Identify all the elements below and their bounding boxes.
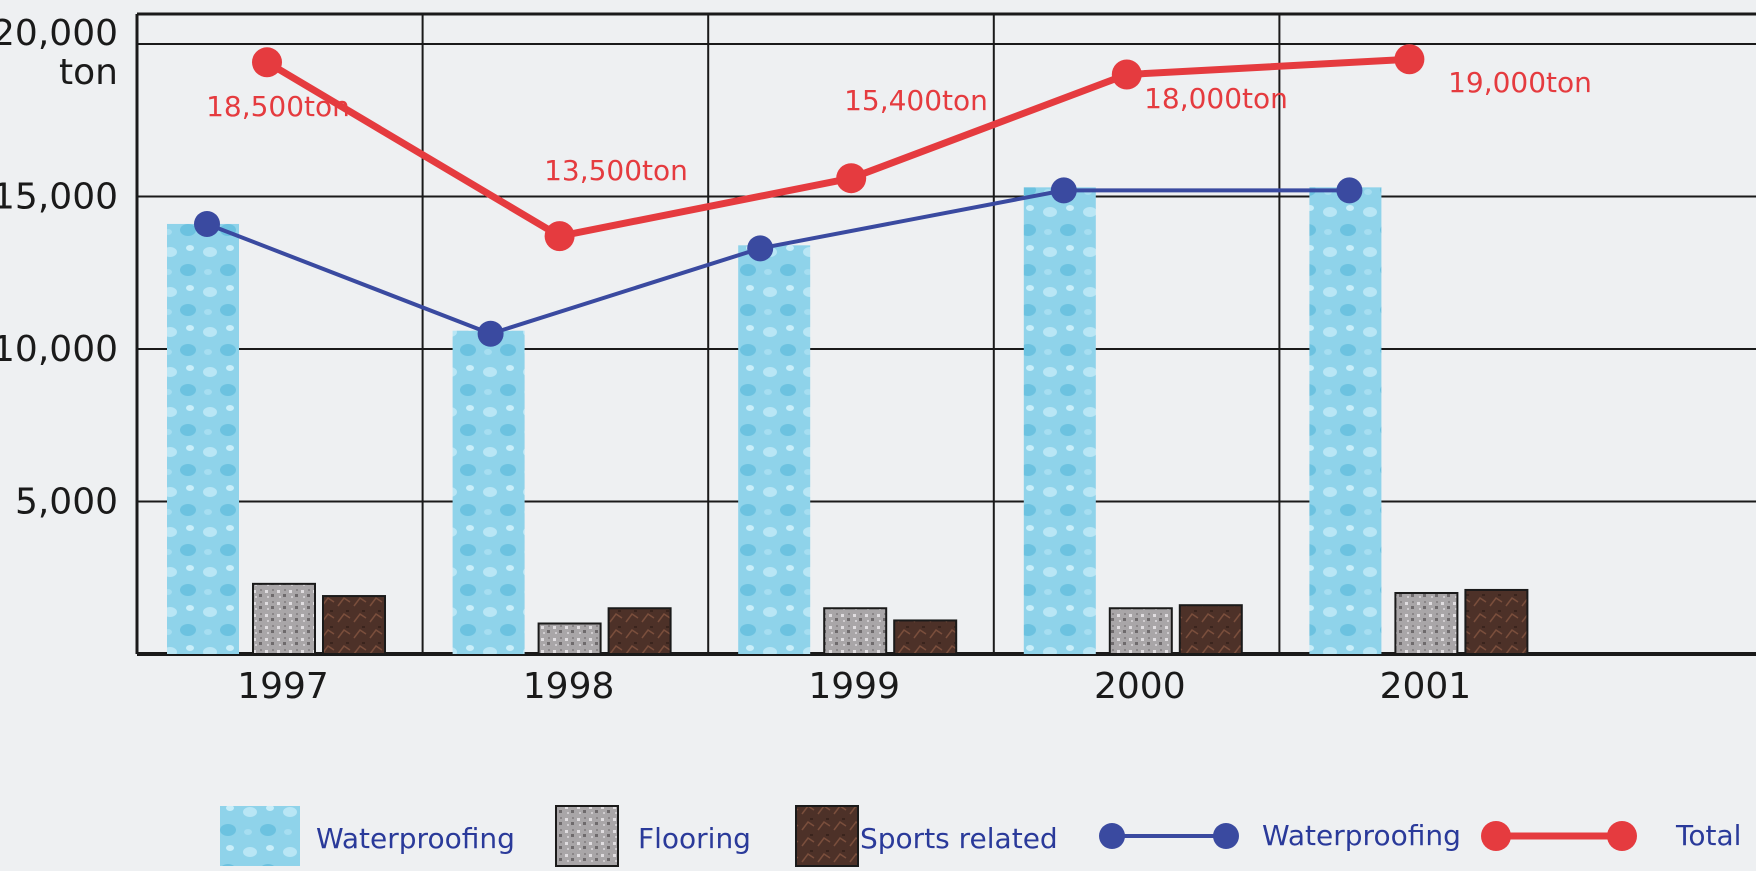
bars-layer (167, 187, 1529, 656)
data-label-total: 13,500ton (544, 154, 688, 187)
legend-marker (1607, 821, 1637, 851)
bar-flooring (1108, 607, 1173, 655)
data-label-total: 18,500ton (206, 90, 350, 123)
bar-waterproofing (167, 223, 239, 654)
line-total-point (1111, 59, 1142, 90)
line-total-point (1394, 44, 1425, 75)
data-labels-layer: 18,500ton 13,500ton 15,400ton 18,000ton 19,0… (206, 66, 1592, 187)
legend-label: Flooring (638, 822, 751, 855)
legend-marker (1099, 823, 1125, 849)
x-tick-label: 2001 (1380, 666, 1472, 707)
x-tick-label: 1998 (523, 666, 615, 707)
legend-swatch-sports-related (795, 805, 859, 867)
bar-waterproofing (452, 330, 525, 654)
data-label-total: 18,000ton (1144, 82, 1288, 115)
line-total-point (836, 163, 867, 194)
legend-marker (1481, 821, 1511, 851)
y-tick-label: 20,000 (0, 13, 118, 54)
bar-sports-related (322, 595, 386, 655)
y-axis-ticks: 5,000 10,000 15,000 20,000 (0, 13, 118, 523)
bar-waterproofing (1309, 187, 1382, 654)
plot-background (137, 14, 1756, 654)
x-tick-label: 2000 (1094, 666, 1186, 707)
line-waterproofing-point (194, 210, 220, 237)
y-tick-label: 10,000 (0, 329, 118, 370)
legend-swatch-waterproofing (220, 806, 300, 866)
line-waterproofing-point (1336, 177, 1363, 204)
bar-waterproofing (1023, 187, 1096, 654)
bar-sports-related (1464, 588, 1529, 656)
data-label-total: 15,400ton (844, 84, 988, 117)
bar-flooring (823, 607, 888, 655)
bar-sports-related (1178, 604, 1243, 656)
legend: Waterproofing Flooring Sports related Water… (220, 805, 1741, 867)
line-waterproofing-point (1050, 177, 1077, 204)
legend-label: Sports related (860, 822, 1058, 855)
legend-label: Waterproofing (1262, 819, 1461, 852)
legend-label: Waterproofing (316, 822, 515, 855)
line-total-point (544, 221, 575, 252)
bar-flooring (252, 582, 316, 655)
bar-sports-related (607, 607, 672, 655)
bar-waterproofing (738, 245, 811, 655)
x-tick-label: 1999 (808, 666, 900, 707)
bar-flooring (537, 622, 602, 655)
y-tick-label: 15,000 (0, 177, 118, 218)
legend-swatch-flooring (555, 805, 619, 867)
y-axis-unit-label: ton (59, 52, 118, 93)
line-total-point (252, 47, 282, 78)
x-axis-ticks: 1997 1998 1999 2000 2001 (237, 666, 1471, 707)
line-waterproofing-point (747, 235, 774, 262)
line-waterproofing-point (477, 320, 504, 347)
legend-label: Total (1675, 819, 1741, 852)
y-tick-label: 5,000 (15, 482, 118, 523)
data-label-total: 19,000ton (1448, 66, 1592, 99)
bar-flooring (1394, 592, 1459, 655)
legend-marker (1213, 823, 1239, 849)
lines-layer (194, 44, 1425, 347)
x-tick-label: 1997 (237, 666, 329, 707)
bar-sports-related (893, 619, 958, 656)
